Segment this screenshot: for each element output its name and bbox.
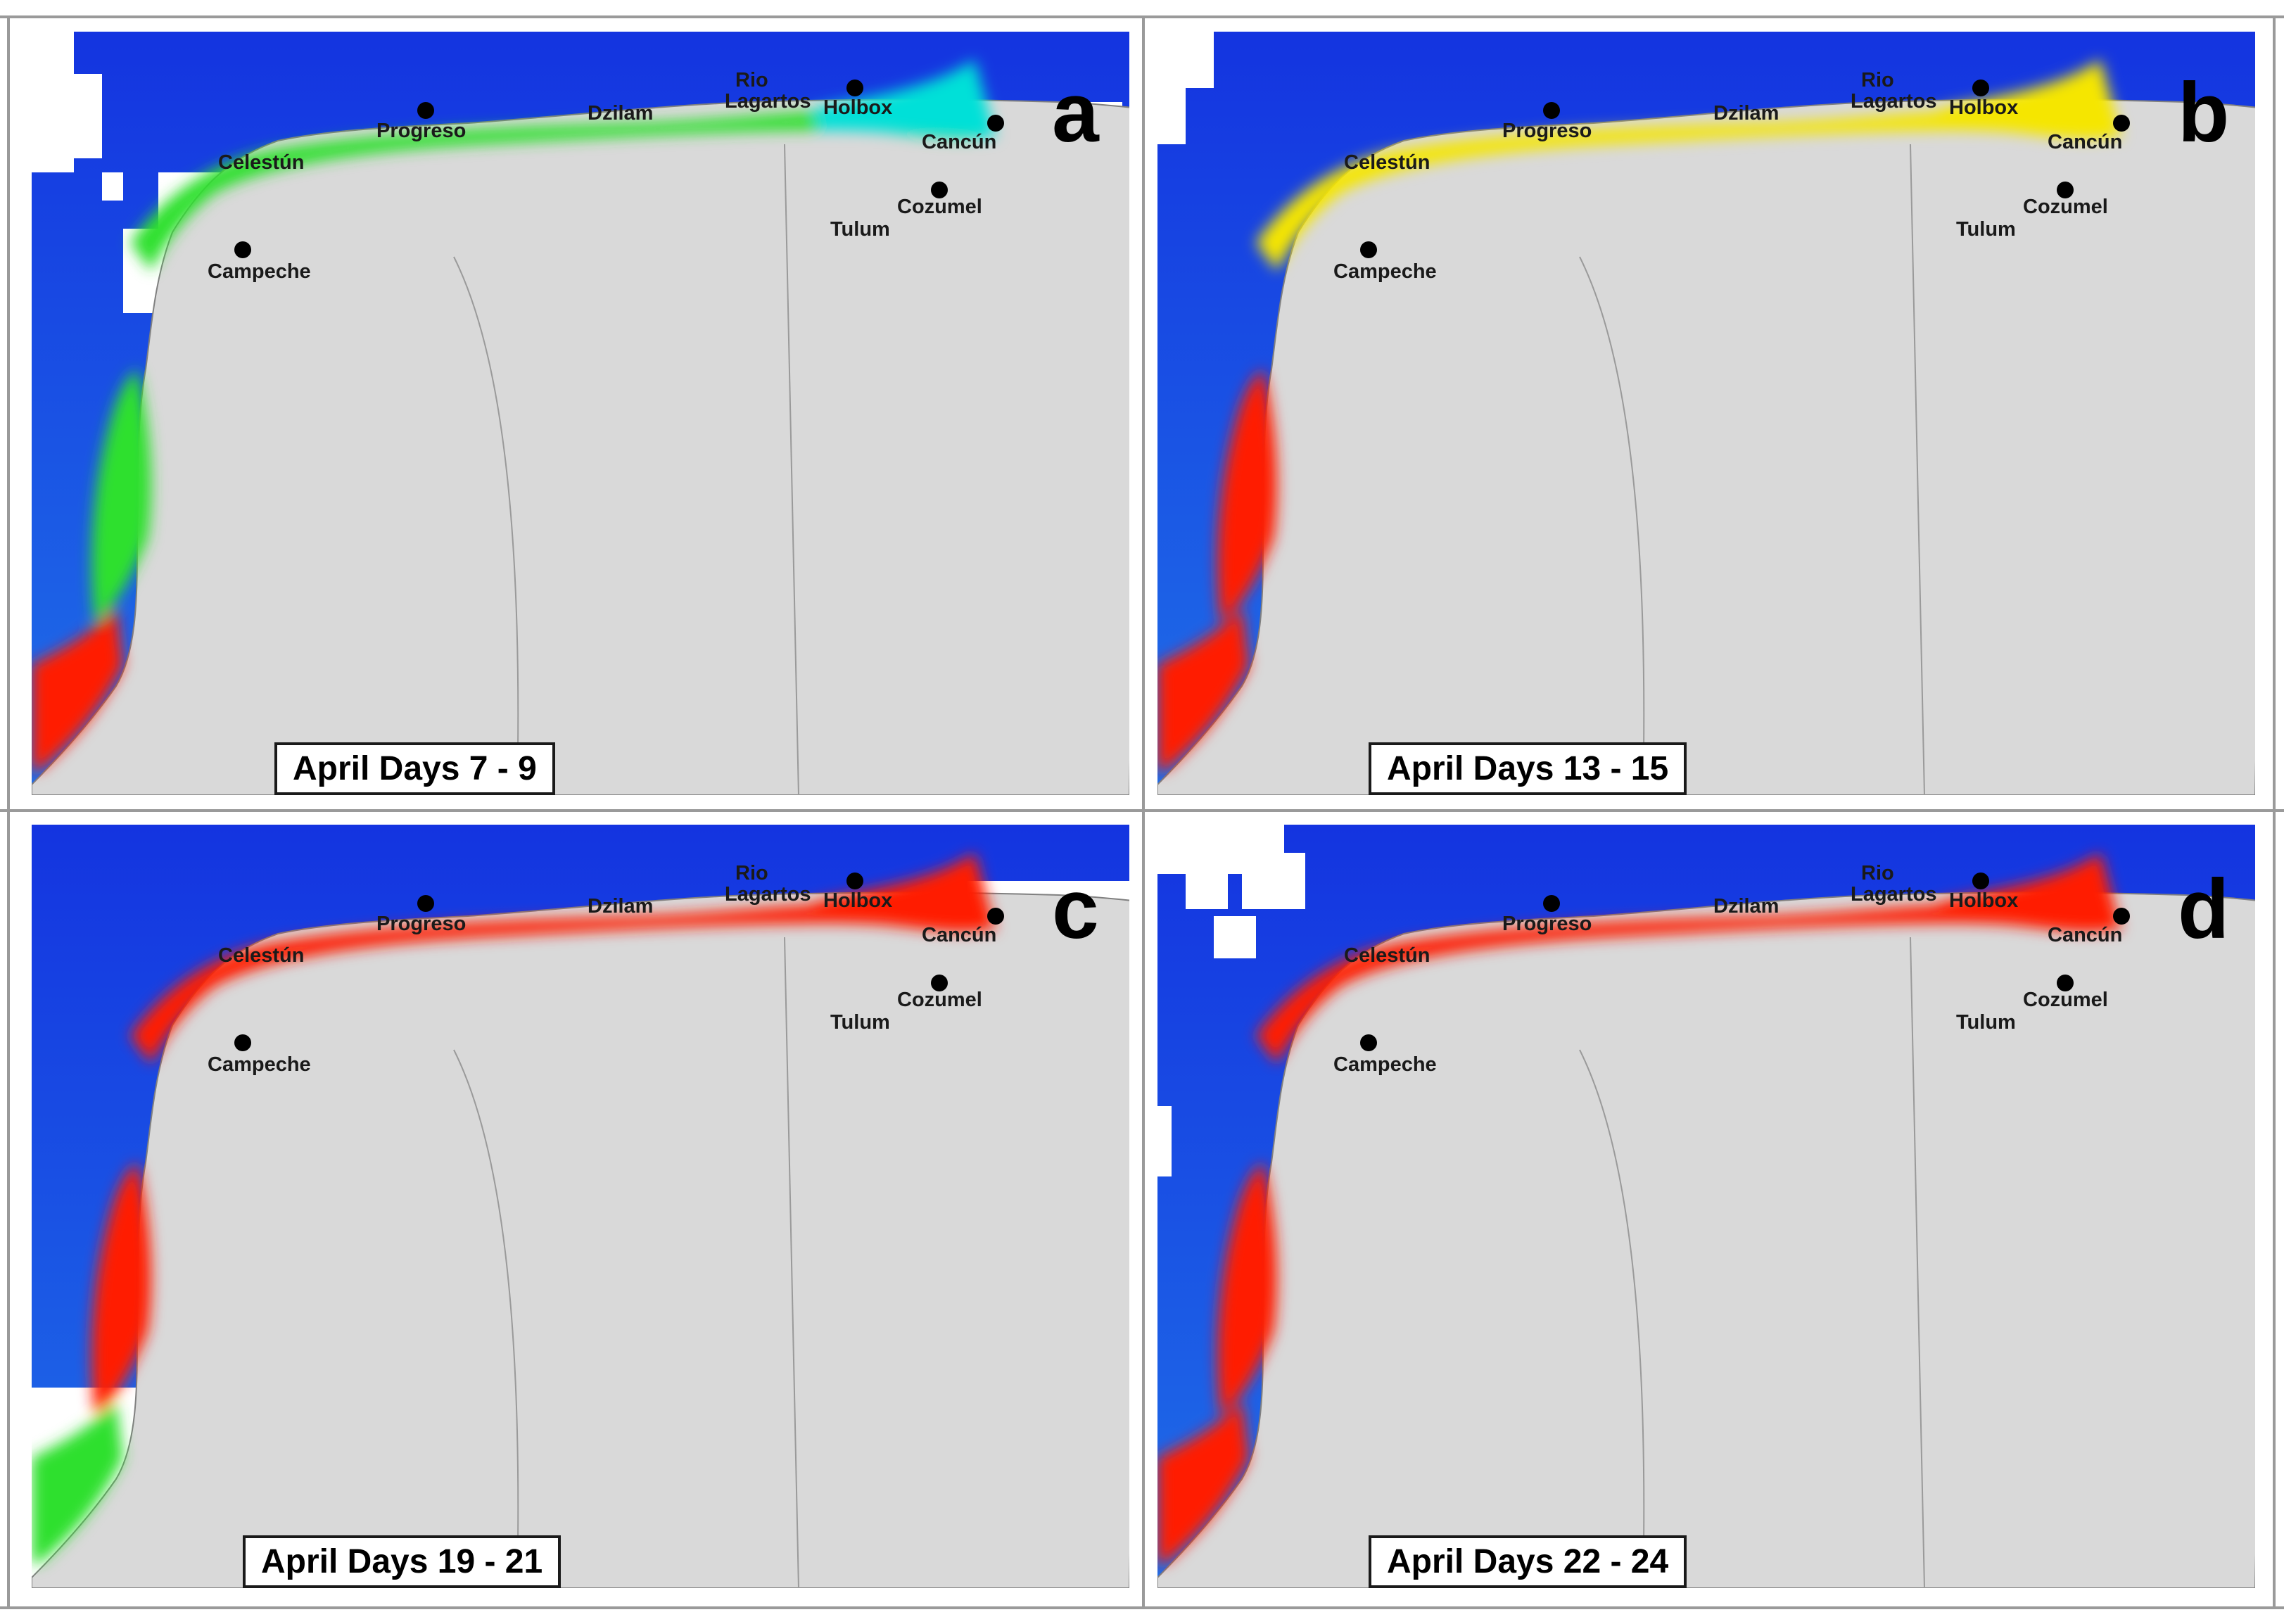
state-border xyxy=(1910,144,1925,795)
rio-label: Rio xyxy=(1861,69,1894,91)
celestun-label: Celestún xyxy=(1344,944,1430,967)
cancun-label: Cancún xyxy=(922,924,996,946)
cozumel-marker xyxy=(2057,182,2074,198)
holbox-marker xyxy=(1972,80,1989,96)
holbox-label: Holbox xyxy=(1949,96,2018,119)
progreso-marker xyxy=(417,895,434,912)
map-panel-d: Progreso Dzilam Rio Lagartos Holbox Cancún Cel… xyxy=(1157,825,2255,1588)
cancun-marker xyxy=(987,908,1004,925)
cozumel-marker xyxy=(2057,975,2074,991)
holbox-label: Holbox xyxy=(823,889,892,912)
panel-letter: b xyxy=(2178,65,2230,160)
campeche-label: Campeche xyxy=(1333,1053,1437,1076)
campeche-marker xyxy=(234,1034,251,1051)
cancun-label: Cancún xyxy=(2048,924,2122,946)
celestun-label: Celestún xyxy=(1344,151,1430,174)
date-range-label: April Days 7 - 9 xyxy=(274,742,555,795)
state-border xyxy=(1579,1049,1645,1588)
chlorophyll-bloom xyxy=(1157,60,2121,770)
state-border xyxy=(784,144,799,795)
cozumel-label: Cozumel xyxy=(2023,989,2108,1011)
celestun-label: Celestún xyxy=(218,151,304,174)
campeche-label: Campeche xyxy=(208,260,311,283)
cancun-marker xyxy=(987,115,1004,132)
lagartos-label: Lagartos xyxy=(725,90,811,113)
chlorophyll-bloom xyxy=(32,853,996,1563)
lagartos-label: Lagartos xyxy=(1851,883,1936,906)
cozumel-label: Cozumel xyxy=(897,989,982,1011)
campeche-marker xyxy=(1360,241,1377,258)
cancun-marker xyxy=(2113,115,2130,132)
frame-center xyxy=(1142,15,1145,1609)
panel-letter: a xyxy=(1052,65,1099,160)
rio-label: Rio xyxy=(735,69,768,91)
tulum-label: Tulum xyxy=(1956,218,2016,241)
progreso-marker xyxy=(1543,895,1560,912)
dzilam-label: Dzilam xyxy=(1713,895,1779,918)
dzilam-label: Dzilam xyxy=(588,102,653,125)
tulum-label: Tulum xyxy=(830,1011,890,1034)
holbox-label: Holbox xyxy=(1949,889,2018,912)
progreso-label: Progreso xyxy=(1502,120,1592,142)
progreso-label: Progreso xyxy=(376,913,466,935)
map-panel-b: Progreso Dzilam Rio Lagartos Holbox Cancún Cel… xyxy=(1157,32,2255,795)
dzilam-label: Dzilam xyxy=(588,895,653,918)
date-range-label: April Days 19 - 21 xyxy=(243,1535,562,1588)
cozumel-marker xyxy=(931,975,948,991)
date-range-label: April Days 22 - 24 xyxy=(1369,1535,1687,1588)
lagartos-label: Lagartos xyxy=(725,883,811,906)
tulum-label: Tulum xyxy=(1956,1011,2016,1034)
state-border xyxy=(453,256,519,795)
state-border xyxy=(453,1049,519,1588)
campeche-marker xyxy=(234,241,251,258)
campeche-marker xyxy=(1360,1034,1377,1051)
map-panel-c: Progreso Dzilam Rio Lagartos Holbox Cancún Cel… xyxy=(32,825,1129,1588)
date-range-label: April Days 13 - 15 xyxy=(1369,742,1687,795)
rio-label: Rio xyxy=(1861,862,1894,884)
state-border xyxy=(1910,937,1925,1588)
dzilam-label: Dzilam xyxy=(1713,102,1779,125)
progreso-marker xyxy=(1543,102,1560,119)
tulum-label: Tulum xyxy=(830,218,890,241)
progreso-marker xyxy=(417,102,434,119)
state-border xyxy=(1579,256,1645,795)
state-border xyxy=(784,937,799,1588)
cozumel-label: Cozumel xyxy=(2023,196,2108,218)
map-panel-a: Progreso Dzilam Rio Lagartos Holbox Cancún Cel… xyxy=(32,32,1129,795)
panel-letter: c xyxy=(1052,862,1099,956)
progreso-label: Progreso xyxy=(376,120,466,142)
frame-right xyxy=(2273,15,2276,1609)
cozumel-label: Cozumel xyxy=(897,196,982,218)
cancun-label: Cancún xyxy=(922,131,996,153)
campeche-label: Campeche xyxy=(208,1053,311,1076)
chlorophyll-bloom xyxy=(32,60,996,770)
celestun-label: Celestún xyxy=(218,944,304,967)
holbox-label: Holbox xyxy=(823,96,892,119)
panel-letter: d xyxy=(2178,862,2230,956)
holbox-marker xyxy=(1972,873,1989,889)
cozumel-marker xyxy=(931,182,948,198)
frame-left xyxy=(7,15,10,1609)
holbox-marker xyxy=(846,80,863,96)
holbox-marker xyxy=(846,873,863,889)
progreso-label: Progreso xyxy=(1502,913,1592,935)
rio-label: Rio xyxy=(735,862,768,884)
chlorophyll-bloom xyxy=(1157,853,2121,1563)
cancun-marker xyxy=(2113,908,2130,925)
campeche-label: Campeche xyxy=(1333,260,1437,283)
cancun-label: Cancún xyxy=(2048,131,2122,153)
lagartos-label: Lagartos xyxy=(1851,90,1936,113)
